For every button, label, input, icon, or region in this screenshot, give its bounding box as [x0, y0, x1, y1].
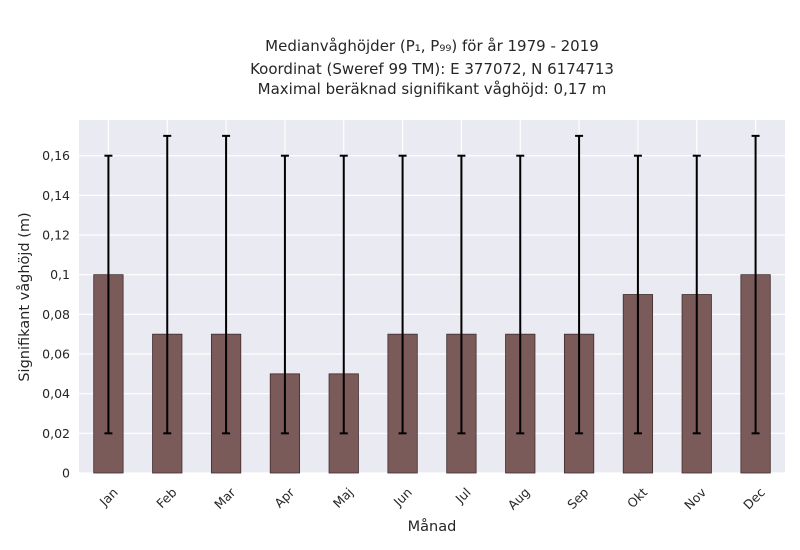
x-axis-label: Månad	[408, 518, 457, 535]
error-bar-maj	[339, 154, 348, 435]
y-tick-label: 0,12	[42, 228, 70, 243]
x-tick-label: Feb	[153, 485, 179, 511]
y-tick-label: 0,16	[42, 148, 70, 163]
title-line-2: Koordinat (Sweref 99 TM): E 377072, N 61…	[250, 60, 614, 78]
x-tick-label: Maj	[330, 485, 356, 511]
x-tick-label: Mar	[211, 484, 239, 512]
x-tick-label: Jun	[390, 485, 415, 510]
x-tick-label: Dec	[740, 485, 768, 513]
error-bar-dec	[751, 134, 760, 435]
error-bar-jul	[457, 154, 466, 435]
error-bar-mar	[222, 134, 231, 435]
y-tick-label: 0,1	[50, 267, 70, 282]
chart-title: Medianvåghöjder (P₁, P₉₉) för år 1979 - …	[250, 37, 614, 98]
y-tick-label: 0,06	[42, 347, 70, 362]
y-tick-label: 0,02	[42, 426, 70, 441]
title-line-3: Maximal beräknad signifikant våghöjd: 0,…	[258, 80, 607, 98]
error-bar-nov	[692, 154, 701, 435]
y-axis-label: Signifikant våghöjd (m)	[16, 212, 33, 381]
plot-area	[79, 120, 785, 473]
x-tick-label: Okt	[624, 485, 650, 511]
x-tick-label: Aug	[505, 485, 533, 513]
x-tick-label: Jan	[96, 485, 121, 510]
title-line-1: Medianvåghöjder (P₁, P₉₉) för år 1979 - …	[265, 37, 599, 55]
y-tick-label: 0,08	[42, 307, 70, 322]
y-axis-ticks: 0 0,02 0,04 0,06 0,08 0,1 0,12 0,14 0,16	[42, 148, 70, 480]
error-bar-okt	[633, 154, 642, 435]
error-bar-sep	[575, 134, 584, 435]
x-tick-label: Apr	[271, 484, 298, 511]
x-axis-ticks: Jan Feb Mar Apr Maj Jun Jul Aug Sep Okt Nov Dec	[96, 484, 768, 512]
x-tick-label: Sep	[564, 485, 591, 512]
error-bar-jun	[398, 154, 407, 435]
y-tick-label: 0,04	[42, 386, 70, 401]
x-tick-label: Jul	[452, 485, 474, 507]
y-tick-label: 0,14	[42, 188, 70, 203]
error-bars	[104, 134, 760, 435]
y-tick-label: 0	[62, 466, 70, 481]
error-bar-feb	[163, 134, 172, 435]
x-tick-label: Nov	[681, 484, 709, 512]
error-bar-jan	[104, 154, 113, 435]
error-bar-aug	[516, 154, 525, 435]
error-bar-apr	[280, 154, 289, 435]
